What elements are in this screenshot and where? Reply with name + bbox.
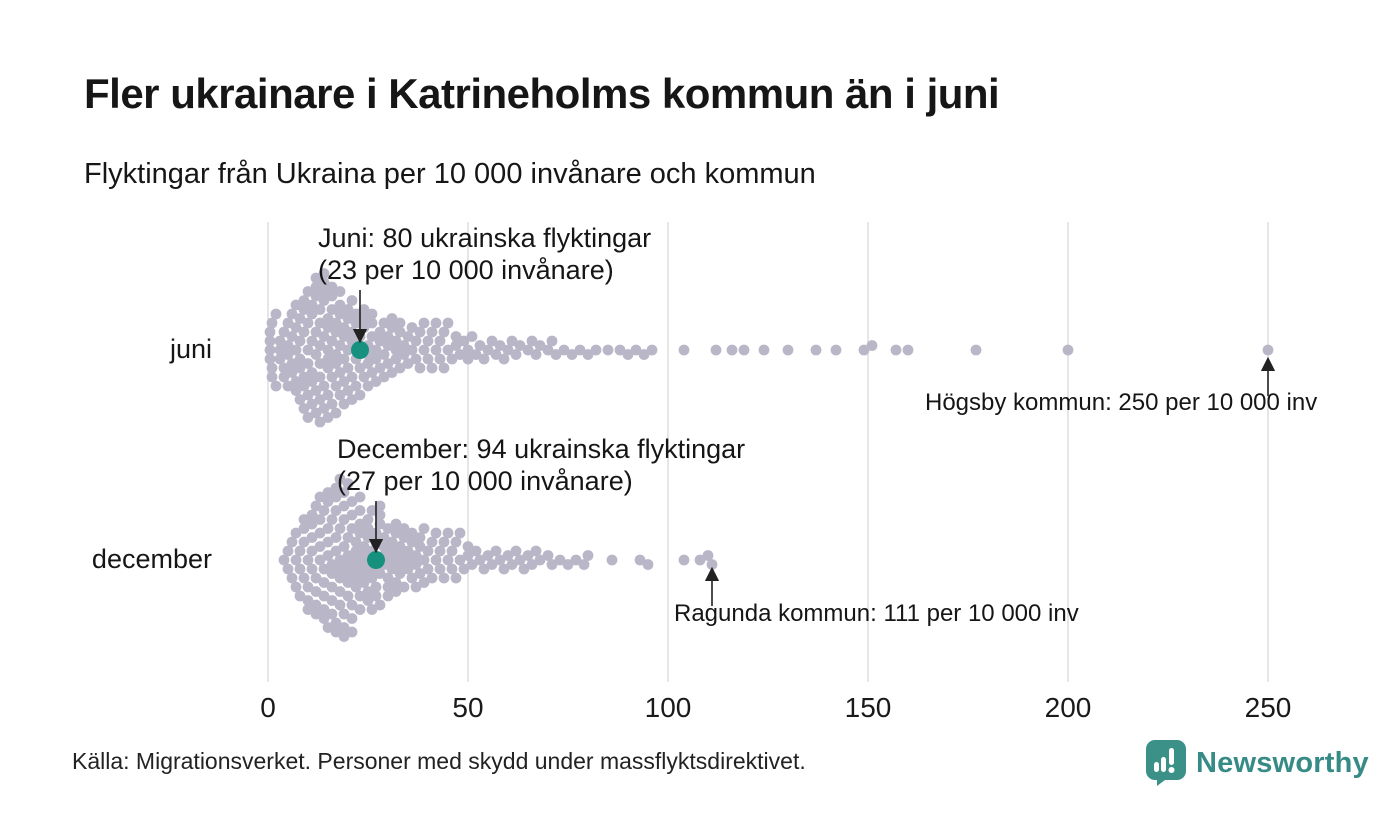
chart-subtitle: Flyktingar från Ukraina per 10 000 invån… — [84, 158, 816, 190]
x-tick-label: 200 — [1044, 692, 1092, 723]
annotation-december-line1: December: 94 ukrainska flyktingar — [337, 434, 746, 464]
annotation-juni-line2: (23 per 10 000 invånare) — [318, 255, 614, 285]
annotation-arrows — [352, 290, 1276, 606]
row-label-december: december — [91, 544, 212, 574]
swarm-december — [278, 473, 718, 642]
newsworthy-wordmark: Newsworthy — [1196, 746, 1369, 779]
row-label-juni: juni — [169, 334, 212, 364]
newsworthy-icon — [1146, 740, 1186, 786]
annotation-juni-line1: Juni: 80 ukrainska flyktingar — [318, 223, 652, 253]
gridlines — [267, 222, 1269, 682]
x-tick-label: 250 — [1244, 692, 1292, 723]
x-tick-label: 50 — [452, 692, 484, 723]
annotation-december: December: 94 ukrainska flyktingar (27 pe… — [337, 433, 745, 497]
annotation-december-line2: (27 per 10 000 invånare) — [337, 466, 633, 496]
x-tick-label: 0 — [260, 692, 276, 723]
x-tick-label: 100 — [644, 692, 692, 723]
annotation-juni: Juni: 80 ukrainska flyktingar (23 per 10… — [318, 222, 651, 286]
newsworthy-logo[interactable]: Newsworthy — [1146, 740, 1369, 786]
annotation-hogsby-outlier: Högsby kommun: 250 per 10 000 inv — [925, 389, 1318, 416]
x-tick-label: 150 — [844, 692, 892, 723]
swarm-juni — [264, 268, 1274, 428]
chart-title: Fler ukrainare i Katrineholms kommun än … — [84, 70, 1000, 117]
annotation-ragunda-outlier: Ragunda kommun: 111 per 10 000 inv — [674, 600, 1079, 627]
source-note: Källa: Migrationsverket. Personer med sk… — [72, 748, 806, 774]
